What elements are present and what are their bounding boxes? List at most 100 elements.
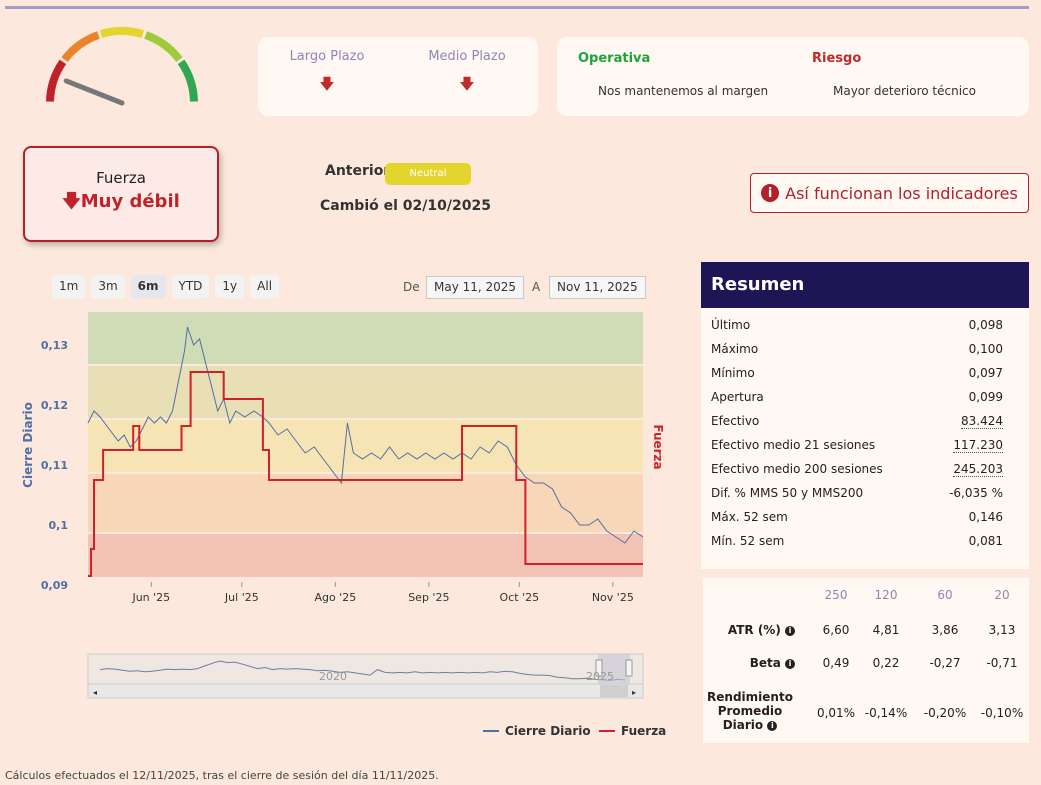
scroll-left-icon[interactable]: ◂ (93, 688, 97, 697)
resumen-row: Último 0,098 (711, 318, 1003, 332)
stats-value: -0,10% (980, 706, 1024, 720)
stats-row-label: Rendimiento Promedio Diario i (705, 690, 795, 732)
y-tick-label: 0,09 (41, 579, 68, 592)
resumen-row: Mín. 52 sem 0,081 (711, 534, 1003, 548)
series-fuerza (88, 371, 643, 577)
changed-date: Cambió el 02/10/2025 (320, 198, 491, 214)
stats-period-header: 250 (824, 588, 848, 602)
stats-value: -0,14% (864, 706, 908, 720)
resumen-value: 0,100 (968, 342, 1003, 356)
navigator-year-label-2: 2025 (586, 670, 614, 683)
riesgo-title: Riesgo (812, 51, 862, 66)
legend-cierre-diario[interactable]: Cierre Diario (483, 724, 591, 738)
y-tick-label: 0,11 (41, 459, 68, 472)
gauge-segment (144, 31, 183, 63)
resumen-panel: Último 0,098 Máximo 0,100 Mínimo 0,097 Apertur… (701, 308, 1029, 569)
stats-row-label: ATR (%) i (705, 623, 795, 637)
to-date-input[interactable]: Nov 11, 2025 (549, 276, 646, 299)
fuerza-value: 🡇Muy débil (25, 189, 217, 219)
stats-value: 0,01% (816, 706, 856, 720)
resumen-value: 0,098 (968, 318, 1003, 332)
resumen-row: Máximo 0,100 (711, 342, 1003, 356)
legend-swatch-fuerza (599, 730, 615, 732)
range-1y-button[interactable]: 1y (215, 275, 245, 298)
navigator-scrollbar[interactable] (87, 683, 644, 699)
info-icon[interactable]: i (767, 720, 778, 731)
navigator-right-handle[interactable] (625, 659, 633, 677)
scroll-right-icon[interactable]: ▸ (632, 688, 636, 697)
resumen-label: Máx. 52 sem (711, 510, 788, 524)
range-6m-button[interactable]: 6m (130, 275, 166, 298)
stats-row-label: Beta i (705, 656, 795, 670)
range-ytd-button[interactable]: YTD (171, 275, 210, 298)
gauge-segment (46, 59, 67, 102)
resumen-value[interactable]: 245.203 (953, 462, 1003, 477)
y-tick-label: 0,12 (41, 399, 68, 412)
price-chart[interactable]: 0,13 0,12 0,11 0,1 0,09 Jun '25 Jul '25 Ago '2… (0, 300, 680, 705)
horizon-card: Largo Plazo 🡇 Medio Plazo 🡇 (258, 37, 538, 116)
range-all-button[interactable]: All (250, 275, 280, 298)
chart-band (88, 366, 643, 418)
x-tick-label: Ago '25 (314, 591, 356, 604)
resumen-title: Resumen (701, 262, 1029, 308)
legend-fuerza[interactable]: Fuerza (599, 724, 666, 738)
y-tick-label: 0,1 (49, 519, 69, 532)
stats-value: -0,27 (929, 656, 961, 670)
resumen-value[interactable]: 117.230 (953, 438, 1003, 453)
resumen-value: 0,097 (968, 366, 1003, 380)
indicators-info-button[interactable]: i Así funcionan los indicadores (750, 173, 1029, 213)
info-icon: i (761, 184, 780, 202)
resumen-label: Apertura (711, 390, 764, 404)
legend-label-fuerza: Fuerza (621, 724, 667, 738)
stats-row-label-text: Rendimiento Promedio Diario (707, 690, 793, 732)
anterior-badge: Neutral (385, 163, 471, 185)
x-tick-label: Sep '25 (408, 591, 449, 604)
long-term-label: Largo Plazo (289, 49, 365, 64)
fuerza-box: Fuerza 🡇Muy débil (23, 146, 219, 242)
resumen-row: Mínimo 0,097 (711, 366, 1003, 380)
stats-value: 3,86 (931, 623, 959, 637)
resumen-label: Dif. % MMS 50 y MMS200 (711, 486, 864, 500)
navigator-selection[interactable] (598, 654, 630, 684)
stats-period-header: 60 (937, 588, 953, 602)
resumen-row: Máx. 52 sem 0,146 (711, 510, 1003, 524)
mid-term-label: Medio Plazo (428, 49, 506, 64)
info-icon[interactable]: i (785, 658, 795, 669)
stats-panel: 250 120 60 20 ATR (%) i 6,60 4,81 3,86 3,13 Beta … (703, 578, 1029, 743)
resumen-value[interactable]: 83.424 (961, 414, 1003, 429)
legend-label-cierre: Cierre Diario (505, 724, 591, 738)
stats-row-label-text: ATR (%) (727, 623, 785, 637)
resumen-row: Efectivo medio 200 sesiones 245.203 (711, 462, 1003, 477)
stats-value: -0,20% (923, 706, 967, 720)
from-label: De (403, 280, 420, 294)
x-tick-label: Jul '25 (224, 591, 259, 604)
stats-value: 0,49 (822, 656, 850, 670)
resumen-row: Dif. % MMS 50 y MMS200 -6,035 % (711, 486, 1003, 500)
navigator-year-label: 2020 (319, 670, 347, 683)
range-1m-button[interactable]: 1m (52, 275, 86, 298)
anterior-label: Anterior (325, 163, 391, 179)
info-icon[interactable]: i (785, 625, 795, 636)
y2-axis-label: Fuerza (651, 424, 665, 469)
navigator-left-handle[interactable] (595, 659, 603, 677)
y-tick-label: 0,13 (41, 339, 68, 352)
resumen-value: 0,099 (968, 390, 1003, 404)
chart-navigator[interactable]: 2020 2025 ◂ ▸ (87, 653, 644, 699)
fuerza-title: Fuerza (96, 169, 146, 187)
gauge-segment (61, 31, 100, 63)
range-3m-button[interactable]: 3m (91, 275, 125, 298)
gauge-needle (63, 78, 125, 106)
stats-value: 6,60 (822, 623, 850, 637)
operativa-title: Operativa (578, 51, 651, 66)
scrollbar-thumb[interactable] (600, 685, 628, 697)
fuerza-value-text: Muy débil (80, 191, 180, 212)
resumen-label: Último (711, 318, 751, 332)
resumen-label: Efectivo medio 200 sesiones (711, 462, 883, 476)
resumen-value: 0,146 (968, 510, 1003, 524)
range-selector: 1m 3m 6m YTD 1y All (52, 275, 280, 298)
x-tick-label: Oct '25 (500, 591, 540, 604)
from-date-input[interactable]: May 11, 2025 (426, 276, 525, 299)
resumen-value: -6,035 % (949, 486, 1003, 500)
operativa-riesgo-card: Operativa Nos mantenemos al margen Riesg… (557, 37, 1029, 116)
arrow-down-icon: 🡇 (62, 191, 81, 212)
